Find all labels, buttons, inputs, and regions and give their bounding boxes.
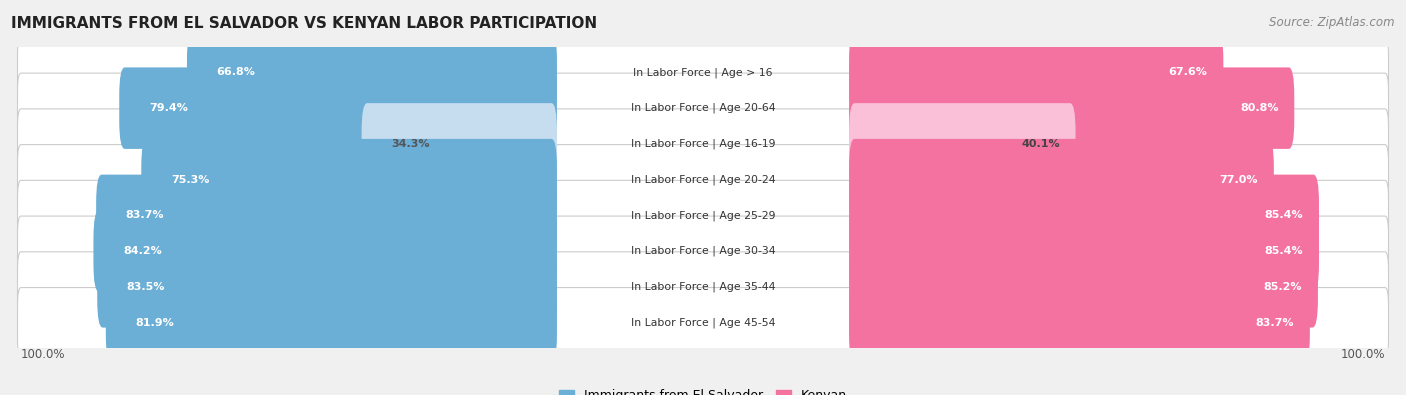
Text: 66.8%: 66.8% [217,68,256,77]
Text: 80.8%: 80.8% [1240,103,1278,113]
FancyBboxPatch shape [17,252,1389,322]
FancyBboxPatch shape [849,282,1310,363]
Text: IMMIGRANTS FROM EL SALVADOR VS KENYAN LABOR PARTICIPATION: IMMIGRANTS FROM EL SALVADOR VS KENYAN LA… [11,16,598,31]
Text: 34.3%: 34.3% [391,139,430,149]
FancyBboxPatch shape [120,68,557,149]
FancyBboxPatch shape [849,103,1076,184]
FancyBboxPatch shape [97,246,557,327]
Text: 79.4%: 79.4% [149,103,188,113]
FancyBboxPatch shape [141,139,557,220]
Text: 81.9%: 81.9% [135,318,174,327]
FancyBboxPatch shape [17,288,1389,357]
FancyBboxPatch shape [361,103,557,184]
FancyBboxPatch shape [17,73,1389,143]
FancyBboxPatch shape [849,139,1274,220]
Text: In Labor Force | Age 25-29: In Labor Force | Age 25-29 [631,210,775,221]
Text: In Labor Force | Age 45-54: In Labor Force | Age 45-54 [631,317,775,328]
FancyBboxPatch shape [93,211,557,292]
Text: 67.6%: 67.6% [1168,68,1208,77]
Text: 84.2%: 84.2% [124,246,162,256]
FancyBboxPatch shape [849,32,1223,113]
FancyBboxPatch shape [849,211,1319,292]
FancyBboxPatch shape [105,282,557,363]
Text: In Labor Force | Age 16-19: In Labor Force | Age 16-19 [631,139,775,149]
Text: 83.7%: 83.7% [1256,318,1294,327]
Text: In Labor Force | Age 20-64: In Labor Force | Age 20-64 [631,103,775,113]
FancyBboxPatch shape [849,175,1319,256]
Text: 75.3%: 75.3% [172,175,209,184]
Text: 85.2%: 85.2% [1264,282,1302,292]
Text: 100.0%: 100.0% [21,348,66,361]
FancyBboxPatch shape [17,145,1389,214]
FancyBboxPatch shape [849,68,1295,149]
Text: In Labor Force | Age 30-34: In Labor Force | Age 30-34 [631,246,775,256]
Text: 85.4%: 85.4% [1264,246,1303,256]
Legend: Immigrants from El Salvador, Kenyan: Immigrants from El Salvador, Kenyan [554,384,852,395]
Text: 40.1%: 40.1% [1021,139,1060,149]
Text: In Labor Force | Age > 16: In Labor Force | Age > 16 [633,67,773,78]
Text: 83.5%: 83.5% [127,282,166,292]
Text: In Labor Force | Age 35-44: In Labor Force | Age 35-44 [631,282,775,292]
FancyBboxPatch shape [17,38,1389,107]
FancyBboxPatch shape [187,32,557,113]
Text: 77.0%: 77.0% [1219,175,1258,184]
Text: In Labor Force | Age 20-24: In Labor Force | Age 20-24 [631,174,775,185]
Text: 85.4%: 85.4% [1264,211,1303,220]
FancyBboxPatch shape [17,216,1389,286]
FancyBboxPatch shape [17,109,1389,179]
Text: Source: ZipAtlas.com: Source: ZipAtlas.com [1270,16,1395,29]
FancyBboxPatch shape [17,181,1389,250]
Text: 100.0%: 100.0% [1340,348,1385,361]
FancyBboxPatch shape [96,175,557,256]
FancyBboxPatch shape [849,246,1317,327]
Text: 83.7%: 83.7% [125,211,165,220]
